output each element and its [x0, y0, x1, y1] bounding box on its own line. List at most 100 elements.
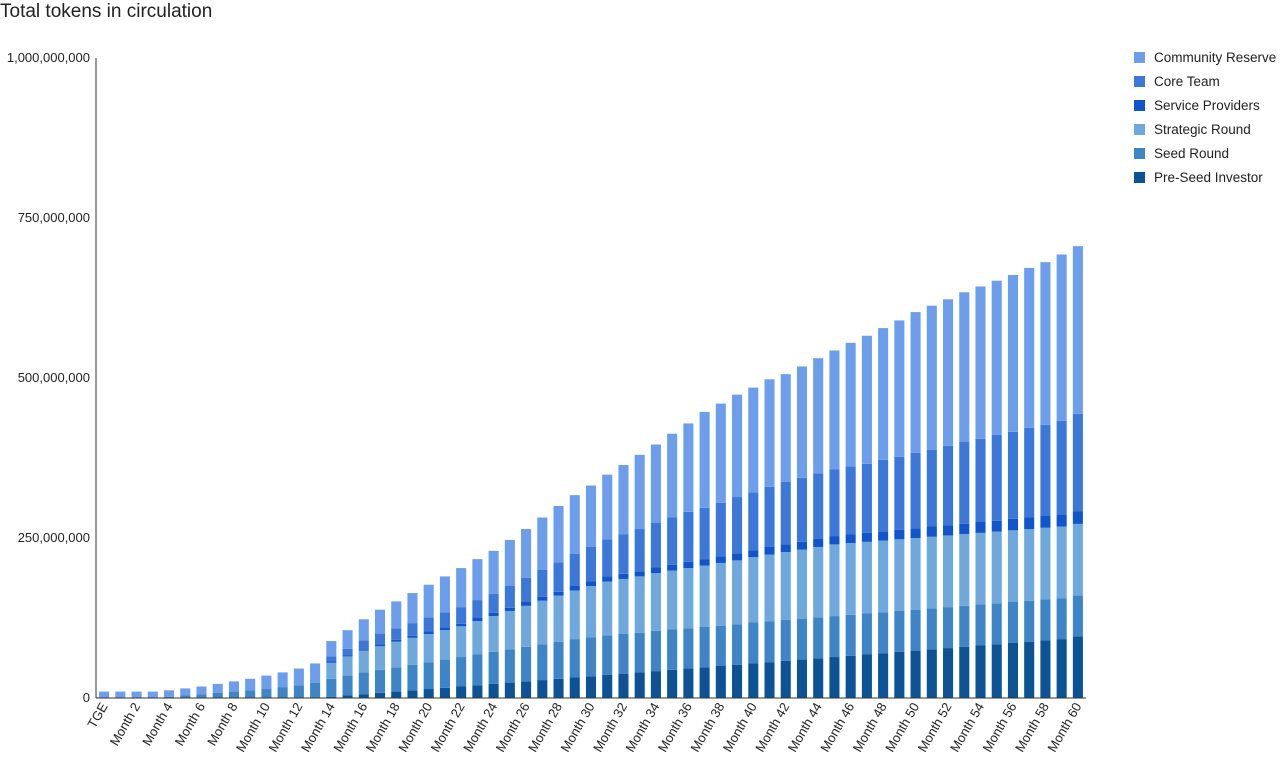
bar-segment — [326, 662, 337, 679]
bar-segment — [180, 688, 191, 696]
bar-segment — [374, 646, 386, 670]
bar-segment — [780, 619, 791, 661]
y-tick-label: 500,000,000 — [18, 370, 90, 385]
bar-segment — [602, 635, 613, 675]
bar-segment — [683, 568, 694, 629]
bar-segment — [293, 685, 304, 698]
bar-segment — [521, 681, 532, 698]
bar-segment — [358, 649, 369, 651]
bar-segment — [504, 607, 515, 611]
bar-segment — [732, 664, 743, 698]
legend-label: Pre-Seed Investor — [1154, 170, 1263, 185]
bar-segment — [407, 664, 418, 691]
bar-segment — [732, 553, 743, 561]
bar-segment — [326, 641, 337, 657]
bar-segment — [407, 690, 418, 698]
bar-segment — [861, 463, 872, 533]
bar-segment — [553, 595, 564, 642]
bar-segment — [456, 657, 467, 687]
bar-segment — [585, 586, 597, 638]
bar-segment — [164, 696, 175, 698]
bar-segment — [943, 299, 954, 446]
bar-segment — [537, 600, 548, 645]
bar-segment — [991, 280, 1002, 435]
bar-series-group — [99, 246, 1083, 698]
bar-segment — [943, 535, 954, 608]
x-tick-label: Month 8 — [204, 700, 240, 748]
bar-segment — [667, 517, 678, 565]
bar-segment — [910, 312, 921, 453]
bar-segment — [374, 634, 386, 645]
bar-segment — [391, 628, 402, 640]
bar-segment — [991, 644, 1002, 698]
bar-segment — [715, 625, 726, 666]
bar-segment — [959, 534, 970, 606]
legend-label: Strategic Round — [1154, 122, 1251, 137]
bar-segment — [326, 656, 337, 662]
bar-segment — [845, 342, 856, 467]
bar-segment — [602, 576, 613, 582]
bar-segment — [910, 650, 921, 698]
bar-segment — [829, 536, 840, 545]
bar-segment — [910, 528, 921, 538]
bar-segment — [472, 600, 483, 618]
bar-segment — [537, 680, 548, 698]
bar-segment — [147, 691, 158, 698]
bar-segment — [650, 522, 661, 568]
bar-segment — [634, 571, 645, 577]
bar-segment — [585, 581, 597, 586]
bar-segment — [634, 632, 645, 673]
bar-segment — [1024, 427, 1035, 518]
bar-segment — [358, 672, 369, 695]
bar-segment — [943, 607, 954, 649]
bar-segment — [521, 605, 532, 647]
legend-swatch — [1134, 172, 1145, 183]
bar-segment — [780, 544, 791, 553]
bar-segment — [991, 434, 1002, 521]
bar-segment — [926, 305, 937, 450]
bar-segment — [310, 682, 321, 698]
bar-segment — [926, 526, 937, 537]
bar-segment — [1072, 413, 1083, 512]
y-tick-label: 0 — [83, 690, 90, 705]
bar-segment — [553, 506, 564, 563]
bar-segment — [456, 626, 467, 658]
bar-segment — [667, 564, 678, 571]
bar-segment — [569, 586, 580, 591]
bar-segment — [975, 532, 986, 605]
bar-segment — [342, 675, 353, 696]
legend: Community Reserve Core Team Service Provid… — [1134, 50, 1276, 185]
bar-segment — [391, 691, 402, 698]
bar-segment — [796, 618, 808, 660]
bar-segment — [829, 616, 840, 658]
bar-segment — [1024, 267, 1035, 428]
bar-segment — [780, 374, 791, 482]
bar-segment — [472, 654, 483, 686]
bar-segment — [277, 687, 288, 698]
legend-swatch — [1134, 124, 1145, 135]
bar-segment — [683, 511, 694, 562]
bar-segment — [732, 497, 743, 554]
bar-segment — [456, 686, 467, 698]
bar-segment — [537, 596, 548, 601]
y-tick-label: 250,000,000 — [18, 530, 90, 545]
bar-segment — [780, 552, 791, 620]
bar-segment — [861, 532, 872, 542]
bar-segment — [829, 657, 840, 698]
bar-segment — [845, 614, 856, 656]
bar-segment — [1072, 246, 1083, 414]
bar-segment — [878, 531, 889, 541]
bar-segment — [423, 689, 434, 698]
bar-segment — [245, 690, 256, 698]
bar-segment — [1056, 420, 1067, 515]
bar-segment — [99, 691, 110, 698]
bar-segment — [374, 692, 386, 698]
bar-segment — [504, 539, 515, 586]
bar-segment — [764, 554, 775, 622]
bar-segment — [1040, 640, 1051, 698]
bar-segment — [504, 610, 515, 650]
bar-segment — [439, 576, 450, 613]
bar-segment — [488, 651, 499, 684]
bar-segment — [667, 570, 678, 630]
